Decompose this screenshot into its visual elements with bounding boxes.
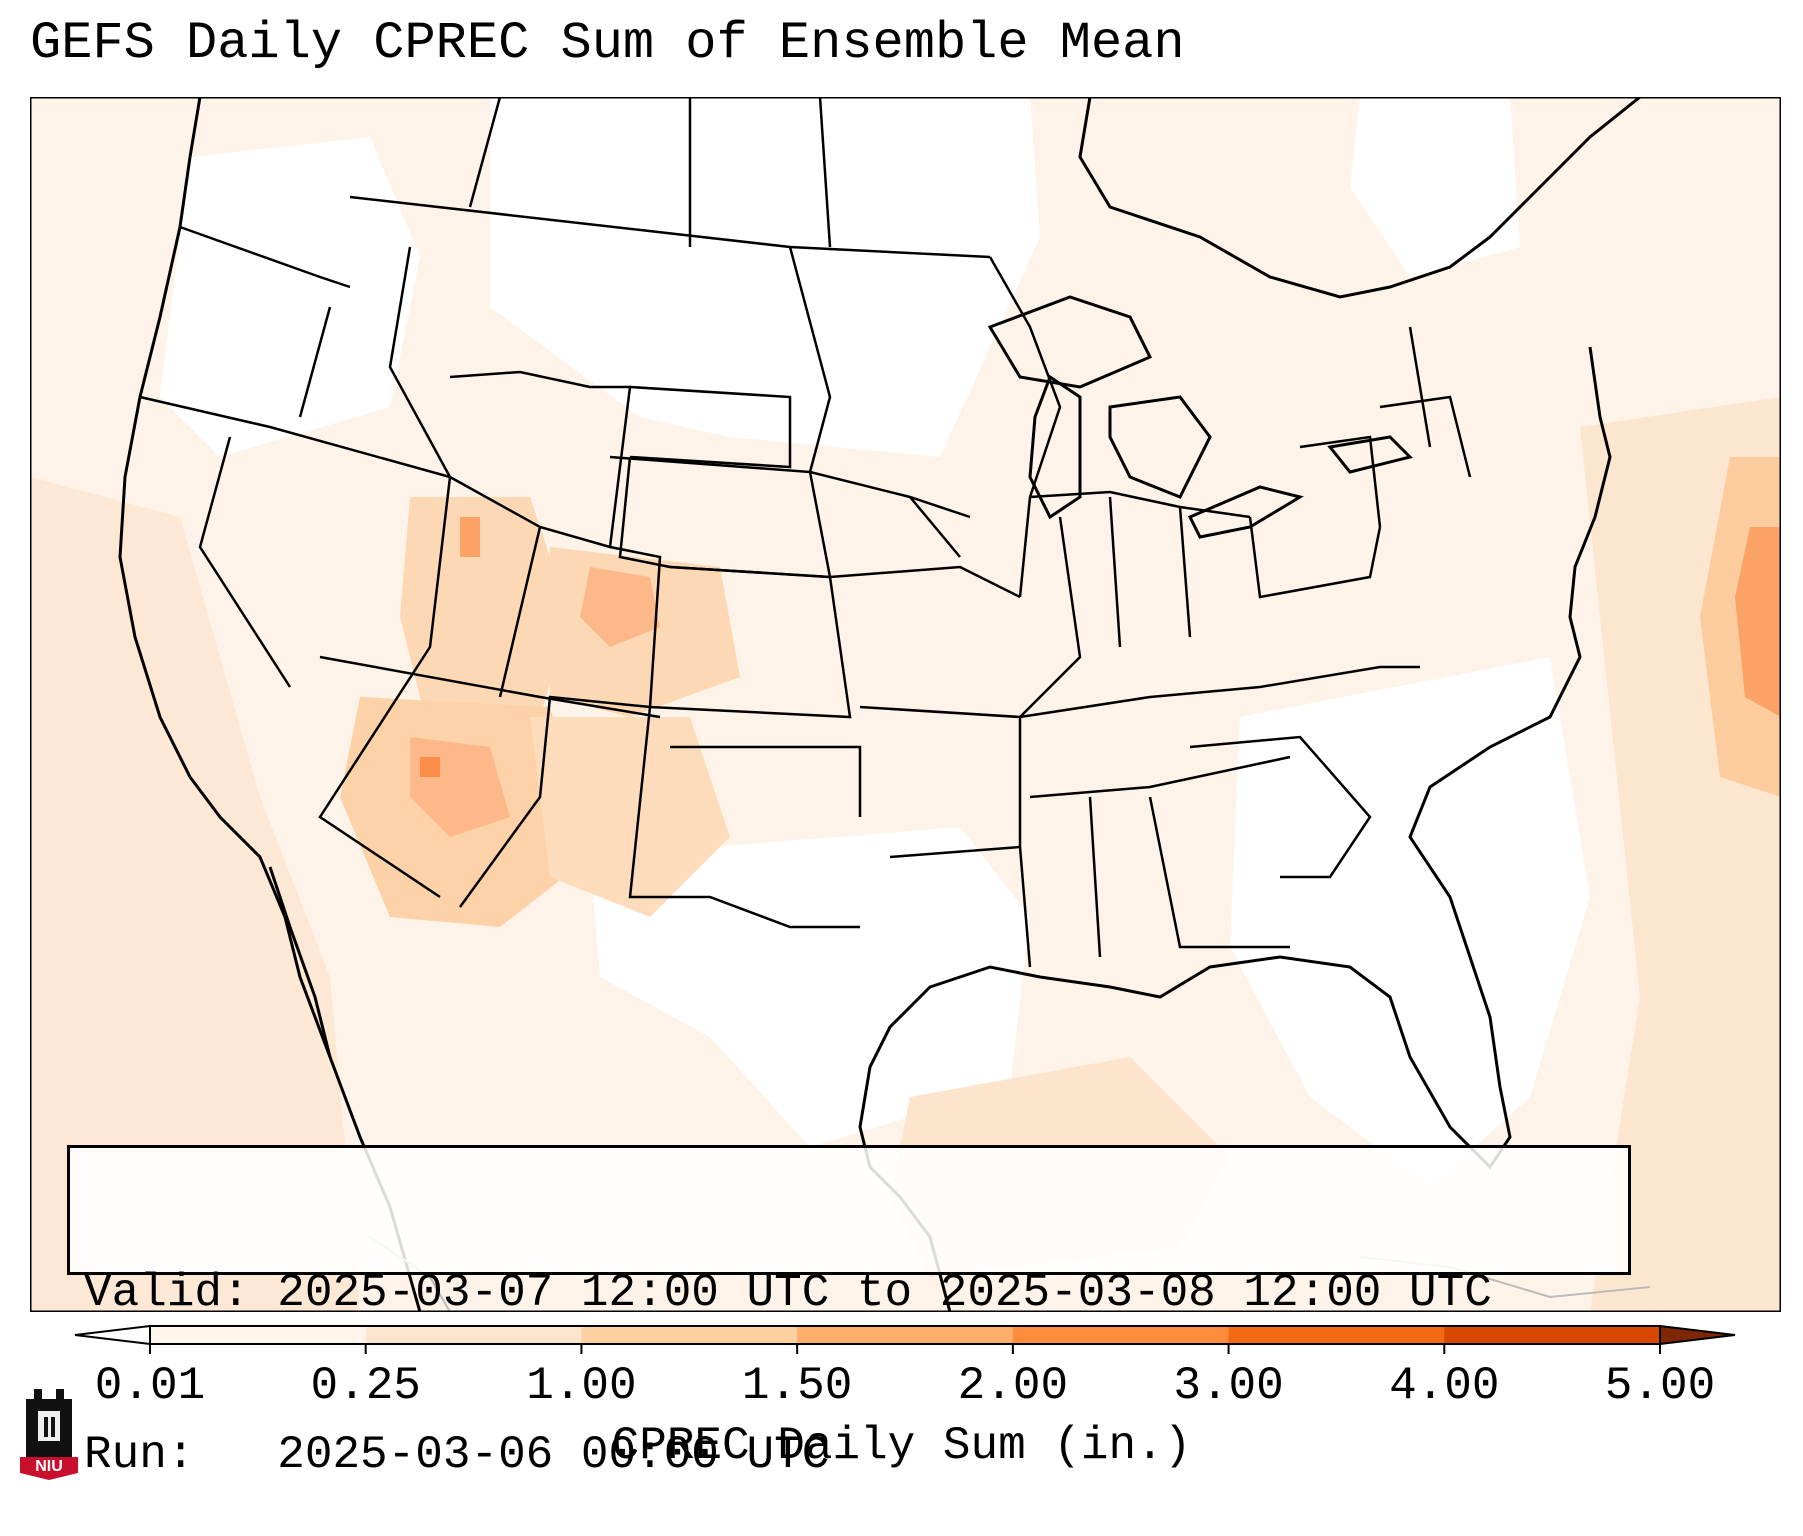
pacific-shading [30, 477, 360, 1312]
dry-canada-east [1350, 97, 1520, 277]
colorbar-tick-label: 1.00 [526, 1360, 637, 1412]
valid-run-box: Valid: 2025-03-07 12:00 UTC to 2025-03-0… [67, 1145, 1631, 1481]
colorbar-under-arrow [74, 1324, 151, 1346]
precip-utah [400, 497, 570, 737]
colorbar-tick-label: 5.00 [1604, 1360, 1716, 1412]
colorbar-segment [1012, 1326, 1230, 1344]
colorbar-over-arrow [1659, 1324, 1736, 1346]
colorbar-tick-label: 3.00 [1173, 1360, 1284, 1412]
precip-core-2 [580, 567, 660, 647]
valid-time: Valid: 2025-03-07 12:00 UTC to 2025-03-0… [84, 1267, 1492, 1319]
coastlines [118, 97, 1641, 1312]
colorbar-frame [149, 1325, 1661, 1345]
great-lakes [987, 295, 1413, 539]
colorbar-segment [365, 1326, 582, 1344]
colorbar-segment [150, 1326, 367, 1344]
precip-core-3 [460, 517, 480, 557]
colorbar-tick-label: 1.50 [741, 1360, 853, 1412]
dry-northwest [160, 137, 420, 457]
state-borders [139, 97, 1472, 968]
colorbar-segment [581, 1326, 798, 1344]
niu-logo-icon [20, 1389, 78, 1480]
chart-title: GEFS Daily CPREC Sum of Ensemble Mean [30, 14, 1185, 73]
colorbar-tick-label: 0.01 [94, 1360, 206, 1412]
colorbar [74, 1324, 1736, 1354]
colorbar-segment [1444, 1326, 1661, 1344]
dry-northern-plains [490, 97, 1040, 457]
colorbar-tick-label: 4.00 [1389, 1360, 1500, 1412]
colorbar-label: CPREC Daily Sum (in.) [611, 1420, 1192, 1472]
colorbar-tick-label: 2.00 [957, 1360, 1069, 1412]
colorbar-segments [150, 1326, 1661, 1344]
precip-core-4 [420, 757, 440, 777]
precip-map [30, 97, 1781, 1312]
precip-atlantic-2 [1735, 527, 1781, 717]
dry-southern-plains [590, 827, 1030, 1147]
colorbar-tick-label: 0.25 [310, 1360, 421, 1412]
niu-logo-text: NIU [35, 1458, 63, 1475]
dry-southeast [1230, 657, 1590, 1187]
colorbar-ticks [149, 1344, 1661, 1354]
colorbar-segment [797, 1326, 1014, 1344]
run-time: Run: 2025-03-06 00:00 UTC [84, 1429, 830, 1481]
precip-new-mexico [530, 717, 730, 917]
colorbar-segment [1228, 1326, 1445, 1344]
